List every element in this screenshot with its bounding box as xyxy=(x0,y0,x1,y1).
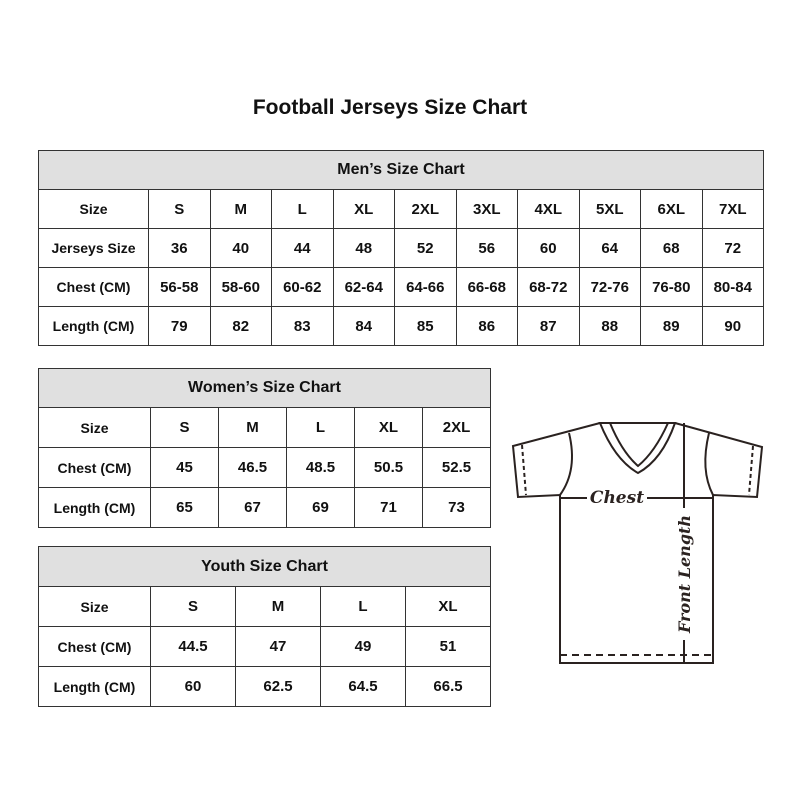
table-cell: 72-76 xyxy=(578,267,641,307)
table-cell: 67 xyxy=(218,487,287,528)
table-cell: XL xyxy=(354,407,423,448)
table-cell: 6XL xyxy=(640,189,703,229)
table-cell: 60-62 xyxy=(271,267,334,307)
womens-size-table: Women’s Size Chart Size S M L XL 2XL Chest (CM)… xyxy=(38,368,491,528)
row-label: Size xyxy=(38,189,149,229)
table-cell: 62-64 xyxy=(332,267,395,307)
table-cell: 68 xyxy=(640,228,703,268)
jersey-outline xyxy=(511,422,764,664)
table-cell: 68-72 xyxy=(517,267,580,307)
table-cell: S xyxy=(150,586,236,627)
table-cell: 51 xyxy=(405,626,491,667)
table-cell: 66-68 xyxy=(455,267,518,307)
table-cell: 47 xyxy=(235,626,321,667)
table-cell: L xyxy=(271,189,334,229)
table-row: Chest (CM) 45 46.5 48.5 50.5 52.5 xyxy=(38,447,491,488)
table-cell: 82 xyxy=(209,306,272,346)
table-cell: 69 xyxy=(286,487,355,528)
table-cell: 48 xyxy=(332,228,395,268)
row-label: Chest (CM) xyxy=(38,626,151,667)
table-row: Length (CM) 60 62.5 64.5 66.5 xyxy=(38,666,491,707)
table-cell: 87 xyxy=(517,306,580,346)
table-cell: 90 xyxy=(701,306,764,346)
table-cell: 84 xyxy=(332,306,395,346)
table-cell: 7XL xyxy=(701,189,764,229)
table-row: Length (CM) 65 67 69 71 73 xyxy=(38,487,491,528)
table-cell: 76-80 xyxy=(640,267,703,307)
table-cell: 44.5 xyxy=(150,626,236,667)
table-cell: L xyxy=(320,586,406,627)
row-label: Jerseys Size xyxy=(38,228,149,268)
table-cell: 44 xyxy=(271,228,334,268)
front-length-label: Front Length xyxy=(675,515,694,634)
table-cell: 65 xyxy=(150,487,219,528)
table-row: Size S M L XL 2XL xyxy=(38,407,491,448)
row-label: Length (CM) xyxy=(38,487,151,528)
table-cell: 80-84 xyxy=(701,267,764,307)
table-cell: 79 xyxy=(148,306,211,346)
table-cell: 60 xyxy=(517,228,580,268)
table-cell: XL xyxy=(332,189,395,229)
row-label: Size xyxy=(38,407,151,448)
table-cell: 85 xyxy=(394,306,457,346)
table-row: Size S M L XL xyxy=(38,586,491,627)
table-cell: 49 xyxy=(320,626,406,667)
table-cell: 2XL xyxy=(422,407,491,448)
table-row: Size S M L XL 2XL 3XL 4XL 5XL 6XL 7XL xyxy=(38,189,764,229)
table-cell: 71 xyxy=(354,487,423,528)
table-cell: 5XL xyxy=(578,189,641,229)
table-cell: 45 xyxy=(150,447,219,488)
row-label: Length (CM) xyxy=(38,306,149,346)
table-cell: 48.5 xyxy=(286,447,355,488)
table-cell: 73 xyxy=(422,487,491,528)
table-cell: L xyxy=(286,407,355,448)
table-cell: 88 xyxy=(578,306,641,346)
row-label: Chest (CM) xyxy=(38,447,151,488)
table-cell: 40 xyxy=(209,228,272,268)
table-title: Youth Size Chart xyxy=(38,546,491,587)
page-title: Football Jerseys Size Chart xyxy=(252,96,528,119)
table-title: Men’s Size Chart xyxy=(38,150,764,190)
table-cell: 60 xyxy=(150,666,236,707)
chest-label: Chest xyxy=(590,488,644,508)
table-cell: XL xyxy=(405,586,491,627)
table-cell: 50.5 xyxy=(354,447,423,488)
table-row: Jerseys Size 36 40 44 48 52 56 60 64 68 72 xyxy=(38,228,764,268)
table-cell: M xyxy=(235,586,321,627)
table-cell: M xyxy=(218,407,287,448)
table-cell: 66.5 xyxy=(405,666,491,707)
table-cell: 86 xyxy=(455,306,518,346)
mens-size-table: Men’s Size Chart Size S M L XL 2XL 3XL 4XL 5XL 6XL… xyxy=(38,150,764,346)
table-cell: 64.5 xyxy=(320,666,406,707)
table-row: Length (CM) 79 82 83 84 85 86 87 88 89 90 xyxy=(38,306,764,346)
youth-size-table: Youth Size Chart Size S M L XL Chest (CM) 44.5 4… xyxy=(38,546,491,707)
table-title: Women’s Size Chart xyxy=(38,368,491,408)
table-cell: 52.5 xyxy=(422,447,491,488)
table-cell: 36 xyxy=(148,228,211,268)
table-cell: 56-58 xyxy=(148,267,211,307)
row-label: Size xyxy=(38,586,151,627)
table-cell: 62.5 xyxy=(235,666,321,707)
table-row: Chest (CM) 44.5 47 49 51 xyxy=(38,626,491,667)
